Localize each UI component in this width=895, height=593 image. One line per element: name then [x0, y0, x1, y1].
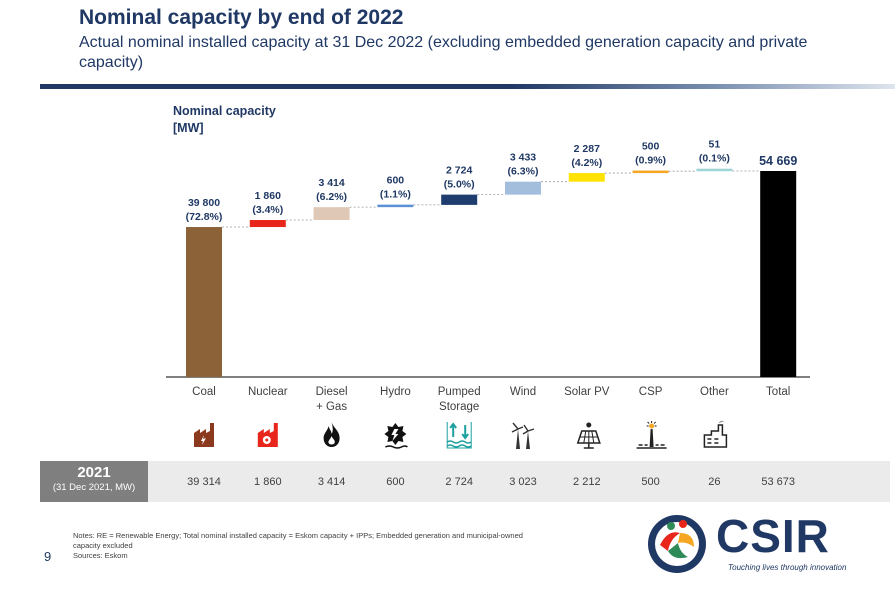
previous-year-value-hydro: 600 — [386, 476, 405, 488]
previous-year-band — [40, 461, 890, 502]
pumped-storage-icon — [446, 422, 472, 449]
tick-label-diesel-gas-line2: + Gas — [316, 401, 347, 413]
data-label-share-nuclear: (3.4%) — [252, 204, 283, 216]
page-number: 9 — [44, 549, 52, 564]
tick-label-total: Total — [766, 386, 790, 398]
data-label-value-pumped-storage: 2 724 — [446, 165, 472, 177]
tick-label-pumped-storage-line1: Pumped — [438, 386, 481, 398]
coal-plant-icon — [194, 423, 214, 447]
previous-year-value-nuclear: 1 860 — [254, 476, 282, 488]
tick-label-solar-pv: Solar PV — [564, 386, 610, 398]
tick-label-wind: Wind — [510, 386, 536, 398]
solar-panel-icon — [576, 422, 601, 449]
y-axis-title: Nominal capacity [MW] — [173, 103, 276, 137]
previous-year-value-other: 26 — [708, 476, 721, 488]
data-label-value-nuclear: 1 860 — [255, 190, 281, 202]
previous-year-label: 2021 — [77, 464, 111, 481]
previous-year-box: 2021 (31 Dec 2021, MW) — [40, 461, 148, 502]
data-label-value-wind: 3 433 — [510, 152, 536, 164]
other-plant-icon — [703, 420, 728, 448]
data-label-value-csp: 500 — [642, 141, 660, 153]
flame-icon — [323, 422, 340, 447]
y-axis-title-line1: Nominal capacity — [173, 104, 276, 118]
notes-line2: capacity excluded — [73, 541, 133, 550]
data-label-share-solar-pv: (4.2%) — [571, 157, 602, 169]
notes-line3: Sources: Eskom — [73, 551, 128, 560]
tick-label-diesel-gas-line1: Diesel — [316, 386, 348, 398]
y-axis-title-line2: [MW] — [173, 121, 204, 135]
header-rule — [40, 84, 895, 89]
previous-year-sublabel: (31 Dec 2021, MW) — [52, 482, 136, 493]
previous-year-value-csp: 500 — [641, 476, 660, 488]
slide-subtitle: Actual nominal installed capacity at 31 … — [79, 34, 808, 71]
csp-tower-icon — [636, 421, 667, 449]
bar-coal — [186, 227, 222, 377]
nuclear-plant-icon — [257, 423, 278, 447]
data-label-value-other: 51 — [709, 139, 721, 151]
data-label-value-total: 54 669 — [759, 154, 797, 168]
logo-tagline: Touching lives through innovation — [728, 563, 847, 572]
tick-label-other: Other — [700, 386, 729, 398]
data-label-share-coal: (72.8%) — [186, 211, 223, 223]
tick-label-coal: Coal — [192, 386, 216, 398]
logo-wordmark: CSIR — [716, 510, 830, 562]
previous-year-value-pumped-storage: 2 724 — [445, 476, 473, 488]
previous-year-value-solar-pv: 2 212 — [573, 476, 601, 488]
bar-csp — [632, 170, 669, 174]
bar-diesel-gas — [313, 207, 350, 221]
tick-label-hydro: Hydro — [380, 386, 411, 398]
bar-wind — [505, 181, 541, 195]
data-label-value-hydro: 600 — [387, 175, 405, 187]
data-label-value-diesel-gas: 3 414 — [318, 177, 344, 189]
bar-nuclear — [249, 220, 286, 228]
data-label-share-diesel-gas: (6.2%) — [316, 191, 347, 203]
previous-year-value-wind: 3 023 — [509, 476, 537, 488]
data-label-share-csp: (0.9%) — [635, 155, 666, 167]
hydro-icon — [384, 423, 408, 449]
bar-other — [696, 168, 733, 172]
data-label-share-pumped-storage: (5.0%) — [444, 179, 475, 191]
footnotes: Notes: RE = Renewable Energy; Total nomi… — [73, 531, 633, 561]
tick-label-nuclear: Nuclear — [248, 386, 288, 398]
tick-label-pumped-storage-line2: Storage — [439, 401, 479, 413]
notes-line1: Notes: RE = Renewable Energy; Total nomi… — [73, 531, 523, 540]
csir-emblem-icon — [648, 515, 706, 573]
previous-year-value-coal: 39 314 — [187, 476, 221, 488]
tick-label-csp: CSP — [639, 386, 663, 398]
data-label-share-other: (0.1%) — [699, 153, 730, 165]
data-label-value-coal: 39 800 — [188, 197, 220, 209]
bar-solar-pv — [568, 173, 605, 182]
data-label-value-solar-pv: 2 287 — [574, 143, 600, 155]
bar-hydro — [377, 204, 414, 208]
slide-title: Nominal capacity by end of 2022 — [79, 6, 404, 29]
data-label-share-hydro: (1.1%) — [380, 189, 411, 201]
data-label-share-wind: (6.3%) — [508, 166, 539, 178]
csir-logo: CSIR Touching lives through innovation — [644, 510, 869, 576]
wind-turbine-icon — [511, 422, 535, 449]
previous-year-value-total: 53 673 — [761, 476, 796, 488]
previous-year-value-diesel-gas: 3 414 — [317, 476, 346, 488]
bar-pumped-storage — [441, 194, 478, 205]
bar-total — [760, 171, 797, 377]
